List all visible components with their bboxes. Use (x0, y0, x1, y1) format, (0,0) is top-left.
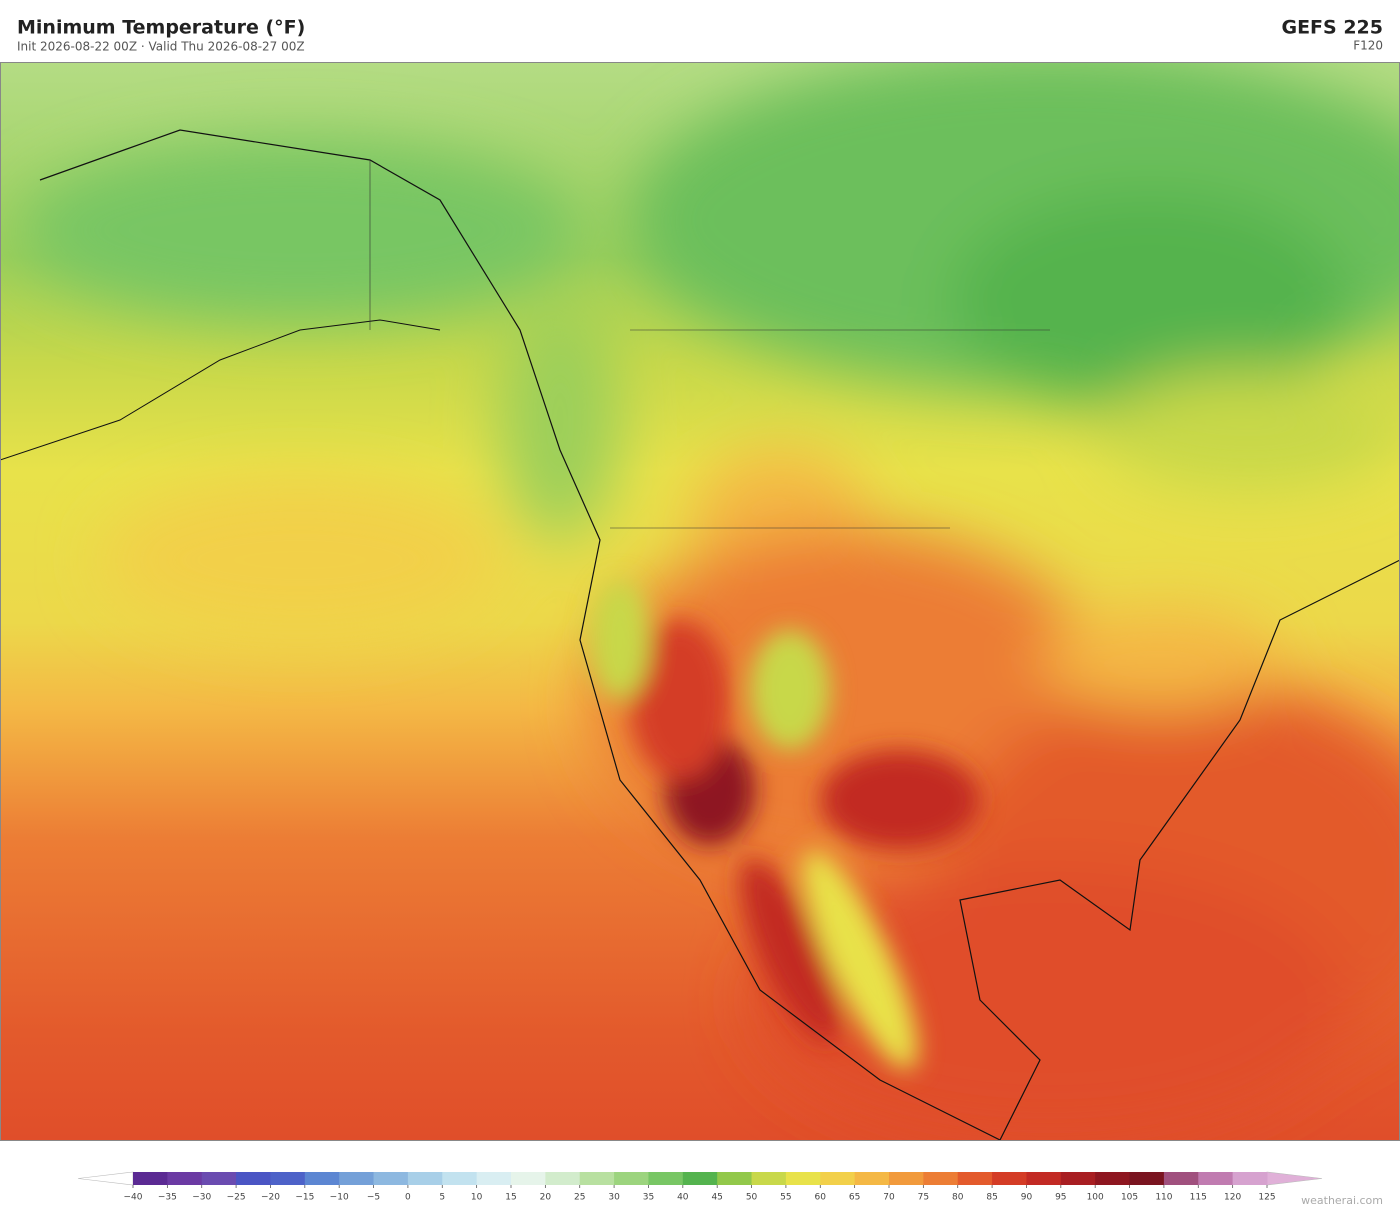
colorbar-tick-label: 10 (471, 1193, 483, 1203)
colorbar: −40 −35 −30 −25 −20 −15 −10 −5 0 5 10 15 20 25 30 35 40 4… (77, 1171, 1323, 1203)
colorbar-segment (992, 1172, 1027, 1185)
colorbar-tick-label: 60 (815, 1193, 827, 1203)
colorbar-segment (785, 1172, 821, 1185)
colorbar-tick-label: 95 (1055, 1193, 1066, 1203)
colorbar-segment (1232, 1172, 1268, 1185)
colorbar-tick-label: 20 (540, 1193, 552, 1203)
colorbar-tick-label: 125 (1258, 1193, 1275, 1203)
colorbar-tick-label: 105 (1121, 1193, 1138, 1203)
colorbar-tick-label: 45 (711, 1193, 722, 1203)
colorbar-tick-label: 30 (608, 1193, 620, 1203)
colorbar-tick-label: −10 (330, 1193, 349, 1203)
colorbar-tick-label: 0 (405, 1193, 411, 1203)
colorbar-tick-label: 5 (439, 1193, 445, 1203)
watermark: weatherai.com (1301, 1194, 1383, 1207)
colorbar-segment (339, 1172, 375, 1185)
colorbar-tick-label: 120 (1224, 1193, 1241, 1203)
colorbar-segment (648, 1172, 684, 1185)
colorbar-segment (1060, 1172, 1096, 1185)
colorbar-segment (407, 1172, 443, 1185)
colorbar-segment (167, 1172, 203, 1185)
colorbar-segment (1129, 1172, 1165, 1185)
colorbar-tick-label: 40 (677, 1193, 689, 1203)
colorbar-tick-label: −40 (124, 1193, 143, 1203)
colorbar-tick-label: 85 (986, 1193, 997, 1203)
colorbar-segment (957, 1172, 993, 1185)
colorbar-segment (854, 1172, 890, 1185)
colorbar-tick-label: 55 (780, 1193, 791, 1203)
colorbar-segment (236, 1172, 271, 1185)
colorbar-segment (133, 1172, 168, 1185)
colorbar-segment (1095, 1172, 1131, 1185)
model-name: GEFS 225 (1281, 17, 1383, 39)
colorbar-tick-label: 90 (1021, 1193, 1033, 1203)
map-subtitle: Init 2026-08-22 00Z · Valid Thu 2026-08-… (17, 40, 305, 54)
colorbar-tick-label: −15 (295, 1193, 314, 1203)
colorbar-segment (1198, 1172, 1234, 1185)
colorbar-tick-label: 65 (849, 1193, 860, 1203)
colorbar-segment (270, 1172, 306, 1185)
colorbar-segment (717, 1172, 753, 1185)
map-title: Minimum Temperature (°F) (17, 17, 305, 39)
colorbar-segment (889, 1172, 924, 1185)
colorbar-tick-label: −25 (227, 1193, 246, 1203)
colorbar-over (1266, 1171, 1323, 1186)
colorbar-under (77, 1171, 134, 1186)
colorbar-tick-label: −35 (158, 1193, 177, 1203)
colorbar-segment (614, 1172, 649, 1185)
colorbar-tick-label: 110 (1155, 1193, 1172, 1203)
colorbar-segment (682, 1172, 718, 1185)
forecast-hour: F120 (1353, 39, 1383, 53)
colorbar-segment (820, 1172, 856, 1185)
colorbar-segment (442, 1172, 478, 1185)
colorbar-tick-label: −20 (261, 1193, 280, 1203)
colorbar-tick-label: 70 (883, 1193, 895, 1203)
colorbar-segment (304, 1172, 340, 1185)
map (0, 62, 1400, 1140)
colorbar-tick-label: 35 (643, 1193, 654, 1203)
colorbar-segment (476, 1172, 512, 1185)
colorbar-segment (579, 1172, 615, 1185)
colorbar-segment (923, 1172, 959, 1185)
colorbar-tick-label: 100 (1087, 1193, 1104, 1203)
colorbar-tick-label: 25 (574, 1193, 585, 1203)
colorbar-tick-label: −30 (192, 1193, 211, 1203)
colorbar-segment (1163, 1172, 1199, 1185)
colorbar-segment (373, 1172, 409, 1185)
colorbar-segment (751, 1172, 787, 1185)
colorbar-tick-label: 80 (952, 1193, 964, 1203)
colorbar-segment (511, 1172, 546, 1185)
colorbar-tick-label: 75 (918, 1193, 929, 1203)
colorbar-tick-label: 15 (505, 1193, 516, 1203)
colorbar-tick-label: 50 (746, 1193, 758, 1203)
colorbar-segment (545, 1172, 581, 1185)
colorbar-segment (201, 1172, 237, 1185)
colorbar-tick-label: −5 (367, 1193, 380, 1203)
colorbar-segment (1026, 1172, 1062, 1185)
colorbar-tick-label: 115 (1190, 1193, 1207, 1203)
